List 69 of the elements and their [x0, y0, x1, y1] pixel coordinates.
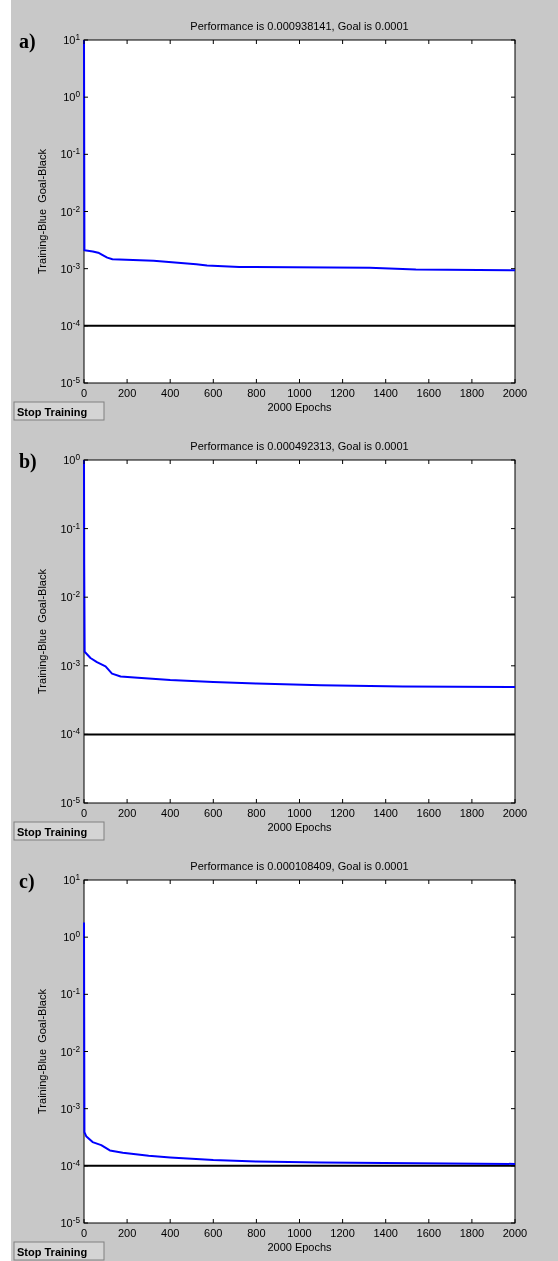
x-tick-label: 600: [204, 1227, 223, 1239]
x-tick-label: 1800: [459, 807, 485, 819]
y-tick-label: 10$^{-5}$: [60, 795, 81, 809]
x-tick-label: 1200: [330, 807, 355, 819]
chart-title: Performance is 0.000492313, Goal is 0.0001: [190, 440, 409, 452]
x-tick-label: 1200: [330, 387, 355, 399]
y-tick-label: 10$^{-4}$: [60, 318, 81, 332]
y-axis-title: Training-Blue Goal-Black: [36, 148, 48, 274]
y-tick-label: 10$^{-4}$: [60, 1158, 81, 1172]
chart-title: Performance is 0.000938141, Goal is 0.0001: [190, 20, 409, 32]
y-tick-label: 10$^{-3}$: [60, 261, 81, 275]
x-axis-title: 2000 Epochs: [267, 1241, 333, 1253]
x-tick-label: 800: [247, 1227, 266, 1239]
x-tick-label: 600: [204, 387, 223, 399]
x-tick-label: 200: [117, 1227, 137, 1239]
text: Stop Training: [17, 826, 88, 838]
text: b): [19, 450, 37, 473]
x-tick-label: 1600: [416, 1227, 442, 1239]
x-tick-label: 800: [247, 807, 266, 819]
y-axis-title: Training-Blue Goal-Black: [36, 568, 48, 694]
x-tick-label: 1600: [416, 387, 442, 399]
x-tick-label: 200: [117, 807, 137, 819]
y-tick-label: 10$^{-1}$: [60, 521, 81, 535]
chart-title: Performance is 0.000108409, Goal is 0.0001: [190, 860, 409, 872]
x-tick-label: 400: [161, 387, 180, 399]
x-tick-label: 1400: [373, 1227, 398, 1239]
x-tick-label: 800: [247, 387, 266, 399]
x-tick-label: 2000: [502, 807, 528, 819]
x-tick-label: 0: [80, 1227, 88, 1239]
x-tick-label: 1200: [330, 1227, 355, 1239]
x-tick-label: 200: [117, 387, 137, 399]
x-tick-label: 1600: [416, 807, 442, 819]
y-tick-label: 10$^{-3}$: [60, 1101, 81, 1115]
x-tick-label: 400: [161, 1227, 180, 1239]
y-tick-label: 10$^{-1}$: [60, 986, 81, 1001]
y-tick-label: 10$^{0}$: [63, 89, 81, 104]
text: c): [19, 870, 35, 893]
x-tick-label: 1400: [373, 387, 398, 399]
line-series: [83, 921, 516, 1165]
y-tick-label: 10$^{-2}$: [60, 1044, 81, 1058]
x-tick-label: 1000: [287, 1227, 312, 1239]
x-tick-label: 400: [161, 807, 180, 819]
y-tick-label: 10$^{-2}$: [60, 589, 81, 604]
x-tick-label: 2000: [502, 1227, 528, 1239]
y-tick-label: 10$^{-2}$: [60, 204, 81, 218]
x-tick-label: 1000: [287, 387, 312, 399]
text: Stop Training: [17, 406, 88, 418]
y-tick-label: 10$^{-1}$: [60, 146, 81, 161]
text: Stop Training: [17, 1246, 88, 1258]
y-tick-label: 10$^{0}$: [63, 929, 81, 944]
x-axis-title: 2000 Epochs: [267, 401, 333, 413]
y-tick-label: 10$^{0}$: [63, 452, 81, 466]
text: a): [19, 30, 36, 53]
y-tick-label: 10$^{-3}$: [60, 658, 81, 672]
x-tick-label: 0: [80, 387, 88, 399]
x-tick-label: 600: [204, 807, 223, 819]
x-tick-label: 1400: [373, 807, 398, 819]
x-tick-label: 1800: [459, 1227, 485, 1239]
y-axis-title: Training-Blue Goal-Black: [36, 988, 48, 1114]
y-tick-label: 10$^{1}$: [63, 32, 81, 46]
x-axis-title: 2000 Epochs: [267, 821, 333, 833]
x-tick-label: 0: [80, 807, 88, 819]
x-tick-label: 1800: [459, 387, 485, 399]
y-tick-label: 10$^{-5}$: [60, 1215, 81, 1229]
y-tick-label: 10$^{-5}$: [60, 375, 81, 389]
y-tick-label: 10$^{1}$: [63, 872, 81, 886]
y-tick-label: 10$^{-4}$: [60, 726, 81, 741]
x-tick-label: 1000: [287, 807, 312, 819]
x-tick-label: 2000: [502, 387, 528, 399]
